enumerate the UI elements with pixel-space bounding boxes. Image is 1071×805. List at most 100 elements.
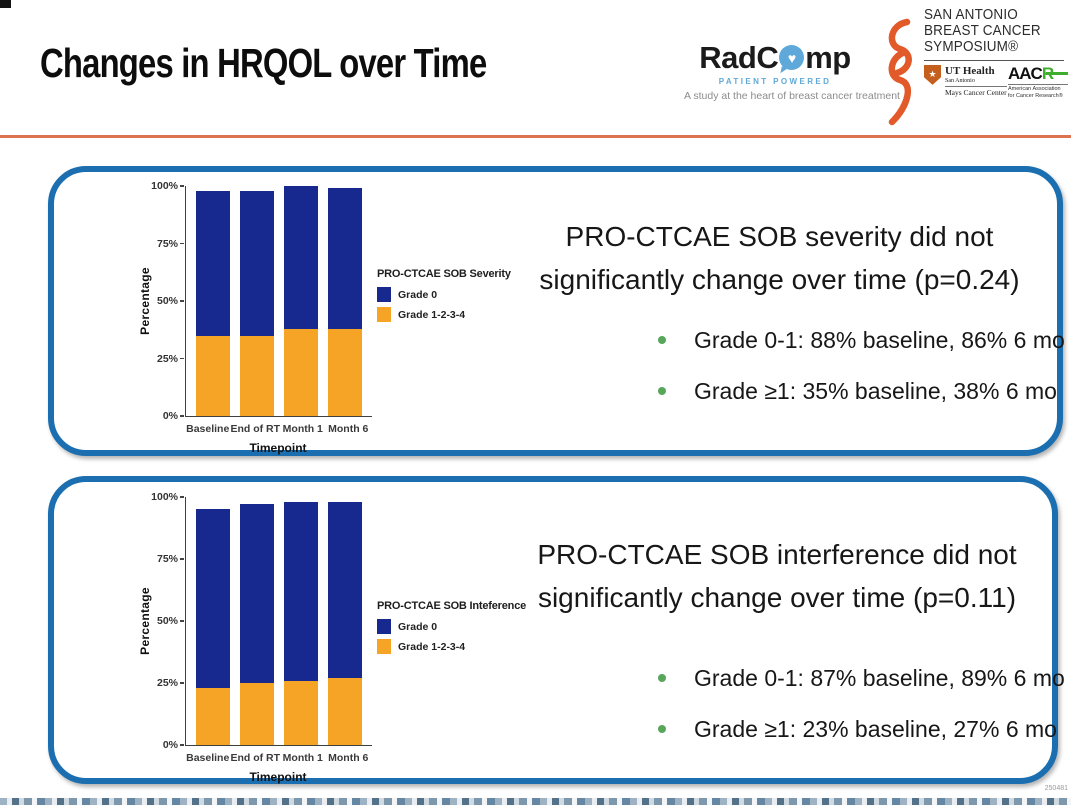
y-axis-tick: 100% [151, 180, 184, 192]
stacked-bar [196, 186, 230, 416]
bar-segment [240, 335, 274, 416]
bar-segment [196, 190, 230, 336]
severity-textblock: PRO-CTCAE SOB severity did not significa… [516, 216, 1065, 429]
legend-item: Grade 1-2-3-4 [377, 639, 526, 654]
bar-segment [328, 678, 362, 745]
y-axis-tick: 50% [157, 295, 184, 307]
uthealth-logo: ★ UT Health San Antonio Mays Cancer Cent… [924, 64, 1007, 97]
legend-label: Grade 1-2-3-4 [398, 308, 466, 321]
x-tick-label: Month 6 [328, 423, 369, 435]
legend-item: Grade 0 [377, 287, 511, 302]
bullet-item: Grade ≥1: 23% baseline, 27% 6 mo [658, 716, 1057, 743]
legend-label: Grade 0 [398, 620, 438, 633]
stacked-bar [196, 497, 230, 745]
chart-legend: PRO-CTCAE SOB Severity Grade 0 Grade 1-2-3… [377, 268, 511, 327]
interference-panel: Percentage 100% 75% 50% 25% 0% Baseline End of … [48, 476, 1065, 784]
legend-label: Grade 0 [398, 288, 438, 301]
uthealth-name: UT Health [945, 64, 995, 77]
y-axis-tick: 25% [157, 677, 184, 689]
uthealth-city: San Antonio [945, 77, 975, 84]
legend-label: Grade 1-2-3-4 [398, 640, 466, 653]
y-tick-label: 100% [151, 491, 178, 503]
severity-bullets: Grade 0-1: 88% baseline, 86% 6 mo Grade … [658, 327, 1065, 405]
y-tick-mark [180, 682, 184, 684]
stacked-bar [240, 497, 274, 745]
x-tick-label: Baseline [186, 423, 230, 435]
y-tick-mark [180, 558, 184, 560]
interference-headline: PRO-CTCAE SOB interference did not signi… [537, 539, 1017, 613]
aacr-green-bar [1046, 71, 1068, 75]
y-tick-mark [180, 415, 184, 417]
bullet-dot-icon [658, 725, 666, 734]
stacked-bar [240, 186, 274, 416]
x-axis-title: Timepoint [249, 441, 307, 455]
page-title: Changes in HRQOL over Time [40, 40, 487, 86]
y-tick-mark [180, 357, 184, 360]
x-axis-tick-labels: Baseline End of RT Month 1 Month 6 [185, 752, 371, 764]
slide-id: 250481 [1044, 785, 1068, 792]
legend-swatch-icon [377, 639, 391, 654]
y-axis-label: Percentage [138, 267, 152, 335]
y-tick-label: 50% [156, 295, 178, 307]
aacr-logo: AACR American Association for Cancer Res… [1008, 65, 1068, 100]
divider-line [0, 135, 1071, 138]
bullet-dot-icon [658, 336, 666, 345]
bar-segment [284, 501, 318, 681]
shield-icon: ★ [924, 64, 941, 85]
heart-icon: ♥ [787, 49, 796, 66]
y-tick-label: 0% [162, 739, 178, 751]
sabcs-line1: SAN ANTONIO [924, 7, 1018, 23]
star-icon: ★ [928, 69, 937, 80]
radcomp-wordmark-prefix: RadC [699, 40, 779, 75]
radcomp-wordmark: RadC ♥ mp [684, 42, 866, 73]
stacked-bar [328, 186, 362, 416]
stacked-bar [284, 186, 318, 416]
sabcs-line2: BREAST CANCER [924, 22, 1041, 39]
bar-segment [284, 186, 318, 329]
x-tick-label: End of RT [230, 423, 281, 435]
y-tick-mark [180, 744, 184, 746]
radcomp-tagline: A study at the heart of breast cancer tr… [684, 90, 900, 102]
plot-area: 100% 75% 50% 25% 0% [151, 491, 372, 751]
x-tick-label: Month 6 [328, 752, 369, 764]
bullet-dot-icon [658, 387, 666, 396]
legend-swatch-icon [377, 619, 391, 634]
aacr-fullname: American Association for Cancer Research… [1008, 83, 1068, 100]
legend-title: PRO-CTCAE SOB Severity [377, 268, 511, 280]
y-tick-mark [180, 242, 184, 245]
y-tick-label: 100% [151, 180, 178, 192]
bar-segment [196, 335, 230, 416]
y-tick-label: 25% [156, 677, 178, 689]
stacked-bar [328, 497, 362, 745]
x-tick-label: Baseline [186, 752, 230, 764]
legend-swatch-icon [377, 307, 391, 322]
y-axis-tick: 0% [163, 410, 184, 422]
bar-segment [284, 328, 318, 416]
x-axis-title: Timepoint [249, 770, 307, 784]
y-axis-tick: 50% [157, 615, 184, 627]
chart-legend: PRO-CTCAE SOB Inteference Grade 0 Grade 1-… [377, 600, 526, 659]
x-tick-label: Month 1 [282, 423, 323, 435]
bullet-item: Grade 0-1: 87% baseline, 89% 6 mo [658, 665, 1065, 692]
y-axis-label: Percentage [138, 587, 152, 655]
radcomp-logo: RadC ♥ mp PATIENT POWERED A study at the… [684, 42, 900, 102]
interference-textblock: PRO-CTCAE SOB interference did not signi… [516, 534, 1065, 767]
bar-segment [240, 504, 274, 683]
bar-segment [284, 680, 318, 745]
legend-item: Grade 0 [377, 619, 526, 634]
bullet-item: Grade 0-1: 88% baseline, 86% 6 mo [658, 327, 1065, 354]
y-tick-label: 75% [156, 553, 178, 565]
bar-segment [328, 188, 362, 329]
sabcs-line3: SYMPOSIUM® [924, 38, 1019, 55]
y-tick-mark [180, 620, 184, 622]
bar-segment [328, 328, 362, 416]
y-axis-tick: 100% [151, 491, 184, 503]
aacr-wordmark: AACR [1008, 65, 1068, 82]
bar-segment [328, 501, 362, 679]
interference-chart: Percentage 100% 75% 50% 25% 0% Baseline End of … [54, 482, 594, 784]
y-tick-mark [180, 300, 184, 302]
video-corner-artifact [0, 0, 11, 8]
video-filmstrip-scrubber[interactable] [0, 798, 1071, 805]
ribbon-icon [888, 18, 912, 126]
